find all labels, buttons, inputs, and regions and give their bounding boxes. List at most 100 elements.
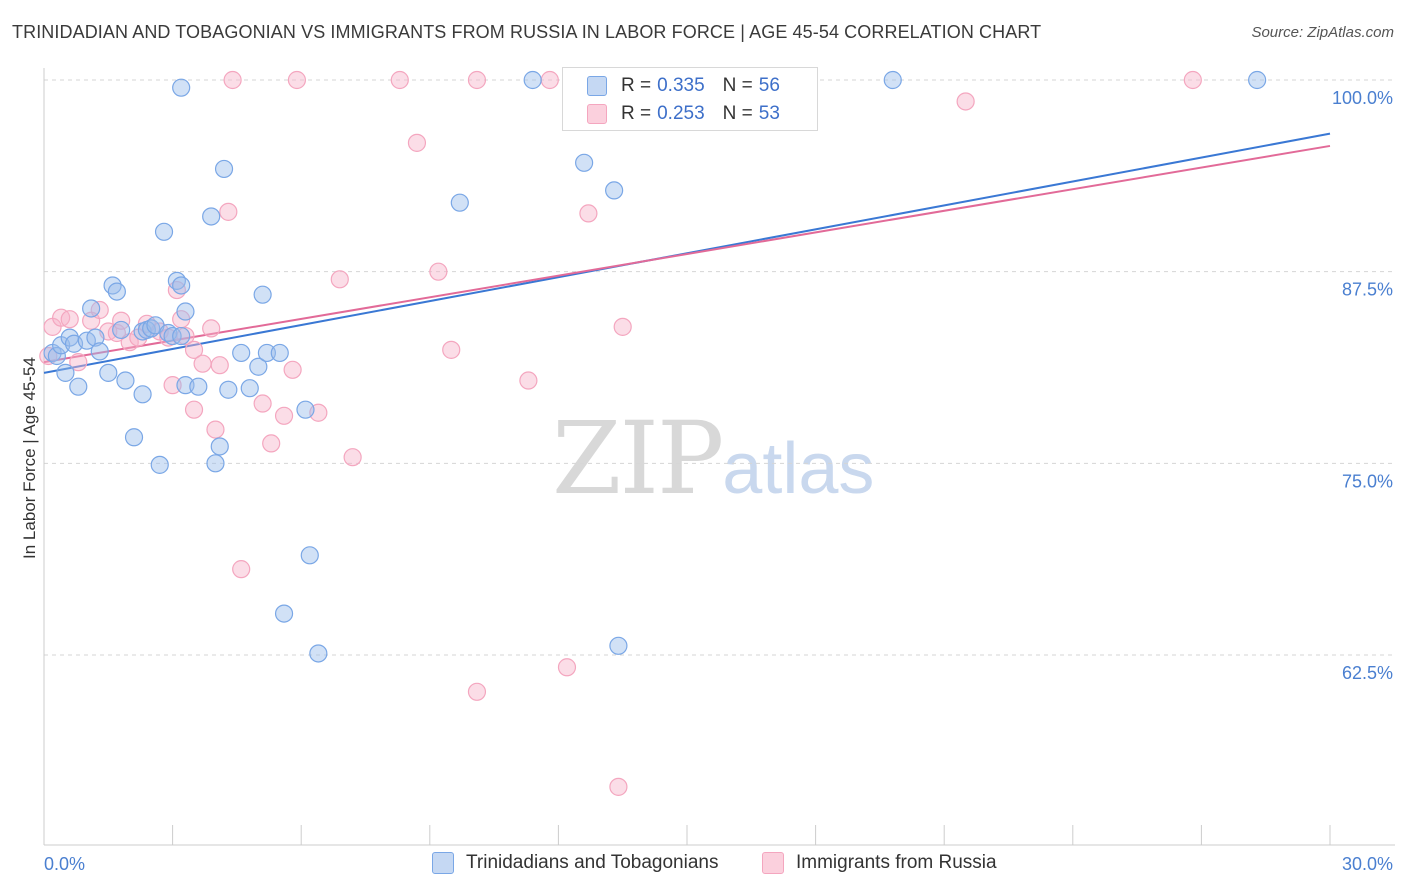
russia-point	[202, 319, 221, 338]
russia-point	[112, 311, 131, 330]
axes	[43, 68, 1395, 846]
russia-point	[956, 92, 975, 111]
trinidad-point	[133, 385, 152, 404]
legend-item-trinidad: Trinidadians and Tobagonians	[432, 852, 718, 874]
legend-n-label: N =	[722, 103, 753, 124]
source-label: Source: ZipAtlas.com	[1251, 24, 1394, 41]
russia-point	[232, 560, 251, 579]
legend-r-label: R =	[621, 103, 652, 124]
trinidad-point	[523, 70, 542, 90]
russia-point	[69, 353, 88, 372]
trinidad-point	[240, 379, 259, 398]
trinidad-point	[270, 343, 289, 363]
legend-r-value: 0.335	[657, 75, 705, 96]
x-tick-label: 30.0%	[1342, 854, 1393, 874]
tick-labels: 62.5% 75.0% 87.5% 100.0% 0.0% 30.0%	[44, 88, 1393, 874]
russia-point	[540, 70, 559, 90]
russia-point	[1183, 70, 1202, 90]
trinidad-point	[172, 78, 191, 97]
chart-title: TRINIDADIAN AND TOBAGONIAN VS IMMIGRANTS…	[12, 22, 1042, 42]
trend-line-russia	[43, 144, 1331, 364]
russia-point	[262, 434, 281, 453]
trinidad-point	[605, 181, 624, 200]
y-tick-label: 100.0%	[1332, 88, 1393, 108]
trinidad-point	[274, 604, 294, 623]
russia-point	[407, 133, 427, 152]
russia-point	[274, 406, 294, 425]
russia-point	[176, 326, 195, 346]
russia-point	[219, 202, 238, 221]
legend-label-russia: Immigrants from Russia	[796, 852, 997, 873]
legend-r-label: R =	[621, 75, 652, 96]
trinidad-point	[176, 302, 195, 321]
russia-point	[163, 376, 182, 395]
legend-swatch-russia	[587, 104, 607, 124]
trinidad-point	[90, 342, 109, 361]
zipatlas-watermark: ZIPatlas	[552, 400, 874, 517]
legend-row-russia: R = 0.253 N = 53	[563, 101, 780, 127]
trinidad-point	[219, 380, 238, 399]
trinidad-point	[47, 346, 66, 366]
russia-point	[330, 270, 349, 289]
legend-n-value: 53	[758, 103, 780, 124]
russia-point	[223, 70, 242, 90]
trinidad-point	[189, 377, 208, 396]
trinidad-point	[107, 282, 126, 301]
legend-n-label: N =	[722, 75, 753, 96]
russia-point	[390, 70, 409, 90]
x-tick-label: 0.0%	[44, 854, 85, 874]
russia-point	[283, 360, 302, 379]
trinidad-point	[56, 363, 75, 382]
legend-r-value: 0.253	[657, 103, 705, 124]
russia-point	[467, 682, 487, 701]
russia-point	[442, 340, 461, 359]
russia-point	[184, 400, 204, 419]
legend-swatch-trinidad	[587, 76, 607, 96]
russia-point	[210, 356, 229, 375]
trend-lines	[43, 132, 1331, 374]
russia-point	[206, 420, 225, 439]
trinidad-point	[99, 363, 118, 382]
trinidad-point	[82, 299, 101, 318]
trinidad-point	[154, 222, 174, 241]
series-legend: Trinidadians and Tobagonians Immigrants …	[0, 852, 1406, 878]
trinidad-point	[112, 320, 131, 340]
russia-point	[519, 371, 538, 390]
trinidad-point	[124, 428, 144, 447]
russia-point	[609, 777, 628, 796]
data-points	[39, 70, 1267, 796]
trinidad-point	[1248, 70, 1267, 90]
russia-point	[613, 317, 632, 336]
trinidad-point	[172, 326, 191, 346]
trinidad-point	[232, 343, 251, 363]
watermark-zip: ZIP	[552, 400, 724, 517]
trinidad-point	[210, 437, 229, 456]
russia-point	[429, 262, 448, 281]
russia-point	[579, 204, 598, 223]
trinidad-point	[300, 546, 319, 565]
trinidad-point	[150, 455, 169, 474]
trinidad-point	[86, 328, 105, 347]
legend-label-trinidad: Trinidadians and Tobagonians	[466, 852, 719, 873]
legend-n-value: 56	[758, 75, 780, 96]
russia-point	[287, 70, 307, 90]
legend-swatch-russia	[762, 852, 784, 874]
trinidad-point	[296, 400, 315, 419]
russia-point	[120, 333, 139, 352]
trinidad-point	[450, 193, 469, 212]
russia-point	[467, 70, 487, 90]
russia-point	[60, 310, 79, 329]
russia-point	[253, 394, 272, 413]
trinidad-point	[575, 153, 594, 172]
stats-legend: R = 0.335 N = 56 R = 0.253 N = 53	[562, 67, 818, 131]
trinidad-point	[253, 285, 272, 304]
trinidad-point	[249, 357, 268, 376]
watermark-atlas: atlas	[722, 429, 875, 509]
russia-point	[343, 448, 362, 467]
y-tick-label: 75.0%	[1342, 471, 1393, 491]
trinidad-point	[309, 644, 328, 663]
trinidad-point	[116, 371, 135, 390]
legend-item-russia: Immigrants from Russia	[762, 852, 997, 874]
russia-point	[557, 658, 577, 677]
trinidad-point	[172, 276, 191, 295]
